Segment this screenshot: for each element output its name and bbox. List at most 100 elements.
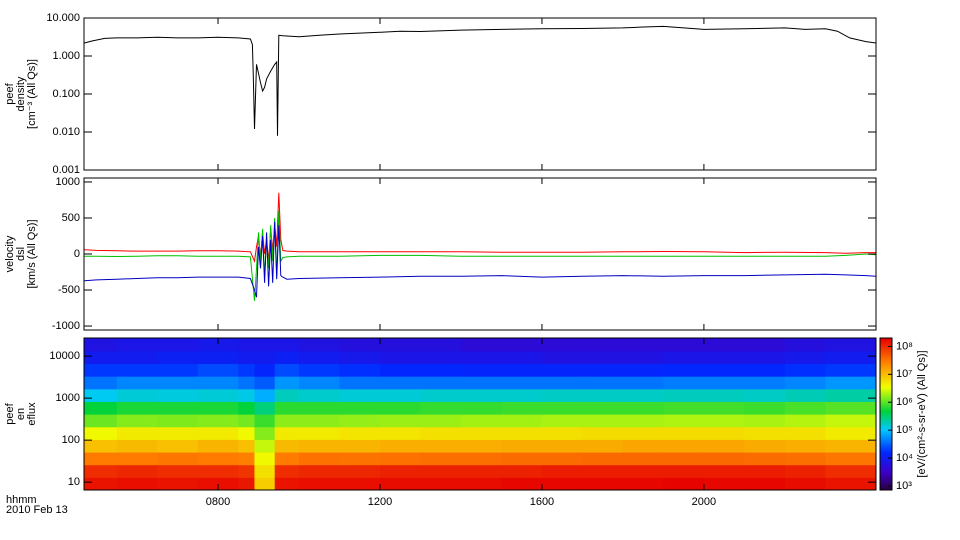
- y-tick-label: 1000: [56, 176, 80, 188]
- heatmap-cell: [744, 439, 786, 453]
- colorbar-cell: [880, 346, 892, 349]
- heatmap-cell: [622, 439, 664, 453]
- heatmap-cell: [299, 414, 340, 428]
- x-tick-label: 1200: [368, 496, 392, 508]
- heatmap-cell: [703, 376, 745, 390]
- colorbar-cell: [880, 464, 892, 467]
- heatmap-cell: [582, 439, 624, 453]
- heatmap-cell: [622, 350, 664, 365]
- x-tick-label: 0800: [206, 496, 230, 508]
- colorbar-cell: [880, 344, 892, 347]
- heatmap-cell: [157, 439, 199, 453]
- heatmap-cell: [238, 338, 255, 352]
- colorbar-cell: [880, 360, 892, 363]
- heatmap-cell: [274, 477, 300, 490]
- heatmap-cell: [238, 477, 255, 490]
- colorbar-cell: [880, 414, 892, 417]
- heatmap-cell: [157, 414, 199, 428]
- colorbar-cell: [880, 488, 892, 491]
- heatmap-cell: [663, 452, 705, 466]
- heatmap-cell: [379, 464, 421, 478]
- colorbar-cell: [880, 372, 892, 375]
- heatmap-cell: [420, 376, 462, 390]
- y-tick-label: 0.010: [52, 126, 80, 138]
- heatmap-cell: [460, 350, 502, 365]
- colorbar-cell: [880, 350, 892, 353]
- heatmap-cell: [420, 439, 462, 453]
- colorbar-cell: [880, 418, 892, 421]
- heatmap-cell: [582, 363, 624, 377]
- heatmap-cell: [703, 350, 745, 365]
- heatmap-cell: [663, 363, 705, 377]
- colorbar-tick-label: 10⁶: [896, 396, 913, 408]
- heatmap-cell: [274, 426, 300, 440]
- colorbar-cell: [880, 364, 892, 367]
- heatmap-cell: [197, 426, 239, 440]
- heatmap-cell: [501, 439, 543, 453]
- heatmap-cell: [197, 477, 239, 490]
- heatmap-cell: [744, 464, 786, 478]
- colorbar-cell: [880, 400, 892, 403]
- panel-frame: [83, 337, 877, 491]
- heatmap-cell: [582, 464, 624, 478]
- heatmap-cell: [157, 401, 199, 415]
- colorbar-cell: [880, 382, 892, 385]
- colorbar-cell: [880, 378, 892, 381]
- heatmap-cell: [84, 439, 118, 453]
- colorbar-cell: [880, 448, 892, 451]
- heatmap-cell: [784, 477, 826, 490]
- y-tick-label: 100: [62, 434, 80, 446]
- heatmap-cell: [299, 439, 340, 453]
- heatmap-cell: [744, 338, 786, 352]
- colorbar-cell: [880, 420, 892, 423]
- y-tick-label: 10: [68, 476, 80, 488]
- heatmap-cell: [541, 414, 583, 428]
- heatmap-cell: [744, 477, 786, 490]
- heatmap-cell: [254, 452, 276, 466]
- heatmap-cell: [703, 338, 745, 352]
- heatmap-cell: [197, 414, 239, 428]
- heatmap-cell: [460, 388, 502, 402]
- heatmap-cell: [299, 452, 340, 466]
- colorbar-cell: [880, 376, 892, 379]
- heatmap-cell: [703, 414, 745, 428]
- colorbar-cell: [880, 472, 892, 475]
- colorbar-cell: [880, 460, 892, 463]
- heatmap-cell: [420, 426, 462, 440]
- heatmap-cell: [157, 426, 199, 440]
- heatmap-cell: [703, 426, 745, 440]
- heatmap-cell: [116, 477, 158, 490]
- colorbar-cell: [880, 474, 892, 477]
- heatmap-cell: [238, 414, 255, 428]
- heatmap-cell: [254, 464, 276, 478]
- colorbar-cell: [880, 342, 892, 345]
- y-tick-label: 500: [62, 212, 80, 224]
- heatmap-cell: [238, 452, 255, 466]
- colorbar-cell: [880, 436, 892, 439]
- heatmap-cell: [299, 401, 340, 415]
- colorbar-tick-label: 10⁸: [896, 340, 913, 352]
- heatmap-cell: [582, 338, 624, 352]
- heatmap-cell: [116, 350, 158, 365]
- heatmap-cell: [274, 350, 300, 365]
- heatmap-cell: [254, 439, 276, 453]
- heatmap-cell: [784, 376, 826, 390]
- heatmap-cell: [744, 452, 786, 466]
- heatmap-cell: [501, 376, 543, 390]
- heatmap-cell: [420, 388, 462, 402]
- heatmap-cell: [84, 401, 118, 415]
- colorbar-tick-label: 10⁷: [896, 368, 912, 380]
- heatmap-cell: [379, 376, 421, 390]
- colorbar-tick-label: 10³: [896, 480, 912, 492]
- colorbar-cell: [880, 398, 892, 401]
- heatmap-cell: [784, 452, 826, 466]
- y-axis-label: eflux: [26, 402, 38, 426]
- heatmap-cell: [622, 388, 664, 402]
- colorbar-cell: [880, 380, 892, 383]
- heatmap-cell: [157, 350, 199, 365]
- heatmap-cell: [379, 401, 421, 415]
- y-tick-label: 10.000: [46, 12, 80, 24]
- heatmap-cell: [420, 401, 462, 415]
- heatmap-cell: [379, 439, 421, 453]
- heatmap-cell: [825, 414, 876, 428]
